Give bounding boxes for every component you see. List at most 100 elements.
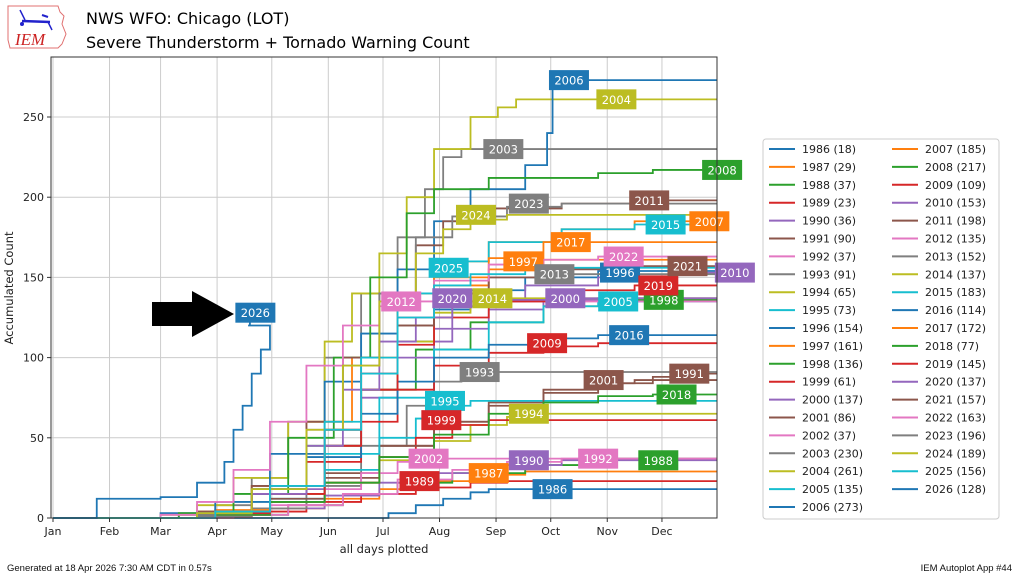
legend-item-1991: 1991 (90) xyxy=(769,233,856,246)
legend-item-2025: 2025 (156) xyxy=(892,465,986,478)
label-text: 2026 xyxy=(241,306,270,320)
series-label-1996: 1996 xyxy=(600,262,641,283)
series-label-1990: 1990 xyxy=(508,450,549,471)
x-tick-label: Jun xyxy=(319,525,337,538)
legend-label: 2010 (153) xyxy=(925,197,986,210)
label-text: 2012 xyxy=(387,295,416,309)
label-text: 1992 xyxy=(583,452,612,466)
legend-label: 1991 (90) xyxy=(802,233,856,246)
label-box xyxy=(545,288,586,309)
series-labels: 1986 1987 1988 1989 1990 1991 1992 1993 1994 1995… xyxy=(235,70,755,500)
x-tick-label: Jul xyxy=(375,525,389,538)
label-text: 1994 xyxy=(514,407,543,421)
label-text: 2007 xyxy=(695,215,724,229)
legend-item-2026: 2026 (128) xyxy=(892,483,986,496)
label-box xyxy=(472,288,513,309)
label-box xyxy=(596,89,637,110)
label-text: 2004 xyxy=(602,93,631,107)
x-tick-label: Oct xyxy=(541,525,561,538)
series-line-2004 xyxy=(53,98,717,519)
series-label-1994: 1994 xyxy=(508,403,549,424)
series-label-2005: 2005 xyxy=(598,291,639,312)
y-tick-label: 250 xyxy=(23,111,44,124)
legend-item-1999: 1999 (61) xyxy=(769,376,856,389)
legend-label: 1996 (154) xyxy=(802,322,863,335)
label-text: 2020 xyxy=(438,292,467,306)
series-label-1992: 1992 xyxy=(578,448,619,469)
legend-label: 2013 (152) xyxy=(925,250,986,263)
series-label-1991: 1991 xyxy=(669,363,710,384)
legend-label: 2002 (37) xyxy=(802,429,856,442)
label-text: 2018 xyxy=(662,388,691,402)
legend-label: 1990 (36) xyxy=(802,215,856,228)
label-text: 1991 xyxy=(675,367,704,381)
y-tick-label: 200 xyxy=(23,191,44,204)
label-text: 2001 xyxy=(589,374,618,388)
series-label-1988: 1988 xyxy=(638,450,679,471)
series-label-2013: 2013 xyxy=(534,264,575,285)
legend-label: 2017 (172) xyxy=(925,322,986,335)
label-text: 2025 xyxy=(434,261,463,275)
series-label-2024: 2024 xyxy=(455,204,496,225)
legend-item-1996: 1996 (154) xyxy=(769,322,863,335)
legend-item-1995: 1995 (73) xyxy=(769,304,856,317)
series-label-2015: 2015 xyxy=(645,214,686,235)
legend-label: 2011 (198) xyxy=(925,215,986,228)
label-box xyxy=(600,262,641,283)
series-label-2021: 2021 xyxy=(667,256,708,277)
label-box xyxy=(399,471,440,492)
x-tick-label: May xyxy=(260,525,283,538)
label-text: 1996 xyxy=(605,266,634,280)
plot-area xyxy=(51,57,717,518)
legend-item-2016: 2016 (114) xyxy=(892,304,986,317)
app-credit: IEM Autoplot App #44 xyxy=(921,563,1012,574)
legend-item-1986: 1986 (18) xyxy=(769,143,856,156)
label-text: 1988 xyxy=(644,454,673,468)
y-tick-label: 0 xyxy=(37,512,44,525)
legend-label: 2022 (163) xyxy=(925,412,986,425)
label-text: 2019 xyxy=(644,279,673,293)
legend-item-2006: 2006 (273) xyxy=(769,501,863,514)
series-label-2014: 2014 xyxy=(472,288,513,309)
legend-label: 2000 (137) xyxy=(802,394,863,407)
label-box xyxy=(638,275,679,296)
label-box xyxy=(459,362,500,383)
series-label-2023: 2023 xyxy=(508,193,549,214)
legend-item-2021: 2021 (157) xyxy=(892,394,986,407)
series-label-2022: 2022 xyxy=(603,246,644,267)
label-text: 1997 xyxy=(509,255,538,269)
series-line-2008 xyxy=(53,169,717,519)
legend-item-2009: 2009 (109) xyxy=(892,179,986,192)
legend-label: 2018 (77) xyxy=(925,340,979,353)
legend-item-1997: 1997 (161) xyxy=(769,340,863,353)
series-label-2006: 2006 xyxy=(548,70,589,91)
label-box xyxy=(408,448,449,469)
series-label-2004: 2004 xyxy=(596,89,637,110)
label-text: 2022 xyxy=(609,250,638,264)
label-text: 1986 xyxy=(538,483,567,497)
iem-logo: IEM xyxy=(7,5,67,49)
label-text: 2013 xyxy=(540,268,569,282)
label-text: 2021 xyxy=(673,260,702,274)
label-box xyxy=(503,251,544,272)
label-box xyxy=(424,390,465,411)
legend-item-2024: 2024 (189) xyxy=(892,447,986,460)
series-line-2025 xyxy=(53,266,717,519)
label-text: 2000 xyxy=(551,292,580,306)
label-box xyxy=(468,463,509,484)
legend-label: 2024 (189) xyxy=(925,447,986,460)
series-label-1986: 1986 xyxy=(532,479,573,500)
label-text: 2005 xyxy=(604,295,633,309)
legend-item-1992: 1992 (37) xyxy=(769,250,856,263)
label-box xyxy=(714,262,755,283)
series-label-2016: 2016 xyxy=(609,325,650,346)
series-label-2003: 2003 xyxy=(483,139,524,160)
label-text: 2002 xyxy=(414,452,443,466)
label-box xyxy=(669,363,710,384)
x-tick-label: Sep xyxy=(486,525,507,538)
label-box xyxy=(455,204,496,225)
label-text: 2008 xyxy=(707,163,736,177)
legend-item-2008: 2008 (217) xyxy=(892,161,986,174)
label-box xyxy=(432,288,473,309)
